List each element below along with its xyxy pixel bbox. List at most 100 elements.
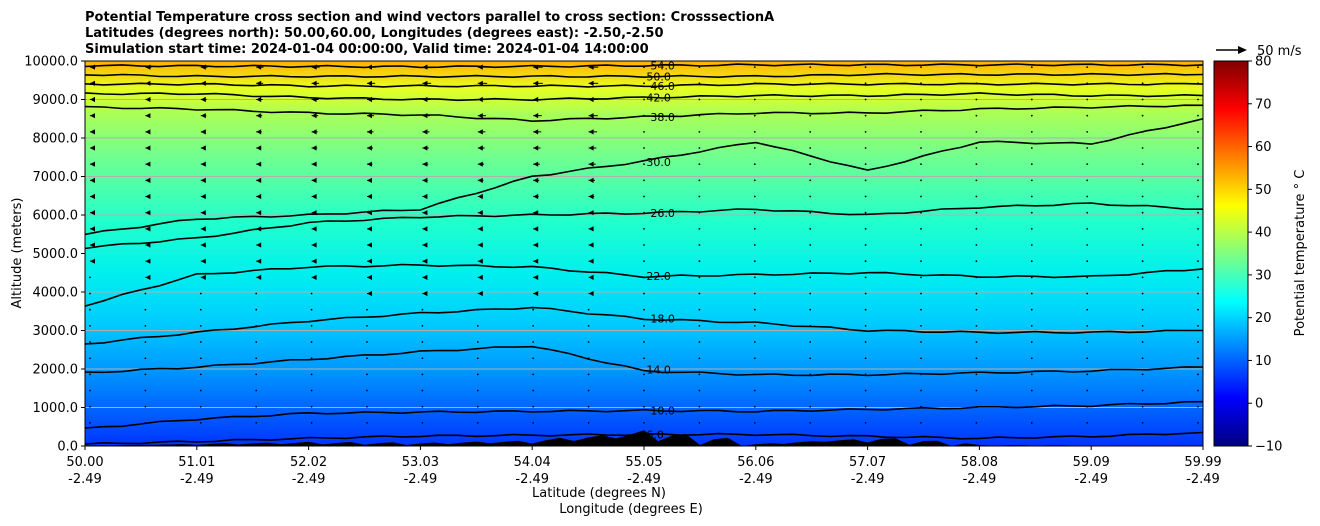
wind-vector <box>421 389 424 392</box>
contour-line <box>85 306 1203 345</box>
wind-vector-head <box>367 161 372 167</box>
wind-vector <box>89 405 91 408</box>
wind-vector-head <box>145 161 151 167</box>
wind-vector <box>476 324 479 327</box>
wind-vector <box>1197 147 1199 149</box>
wind-vector <box>975 98 978 101</box>
wind-vector <box>864 82 867 85</box>
wind-vector <box>753 244 756 246</box>
wind-vector-head <box>200 177 206 183</box>
wind-vector <box>864 276 867 279</box>
wind-vector-head <box>533 80 539 86</box>
wind-vector <box>809 130 812 133</box>
wind-vector <box>920 195 922 198</box>
wind-vector <box>975 227 978 230</box>
wind-vector-head <box>422 274 428 280</box>
wind-vector <box>1086 244 1089 246</box>
wind-vector-head <box>588 226 594 232</box>
wind-vector-head <box>422 161 428 167</box>
colorbar-tick-label: 30 <box>1255 268 1272 283</box>
wind-vector-head <box>256 145 262 151</box>
wind-vector <box>1141 114 1144 117</box>
wind-vector-head <box>588 290 594 297</box>
wind-vector <box>366 308 368 311</box>
wind-vector <box>1197 373 1199 376</box>
wind-vector <box>310 389 313 392</box>
colorbar-tick-label: 50 <box>1255 183 1272 198</box>
wind-vector <box>366 422 368 424</box>
wind-vector <box>421 341 424 343</box>
wind-vector <box>753 389 756 392</box>
wind-vector <box>864 227 867 230</box>
wind-vector <box>864 179 867 182</box>
wind-vector <box>698 227 701 230</box>
wind-vector <box>421 422 424 424</box>
wind-vector <box>643 82 645 85</box>
wind-vector <box>1030 373 1033 376</box>
y-tick-label: 9000.0 <box>33 93 79 108</box>
wind-vector <box>1141 98 1144 101</box>
wind-vector <box>920 260 922 263</box>
x-tick-label-lat: 51.01 <box>178 455 215 470</box>
wind-vector <box>864 66 867 69</box>
wind-vector <box>476 357 479 360</box>
wind-vector-head <box>477 113 483 119</box>
wind-vector-head <box>90 177 95 183</box>
wind-vector <box>421 324 424 327</box>
wind-vector-head <box>90 258 95 264</box>
wind-vector <box>864 405 867 408</box>
wind-vector <box>698 179 701 182</box>
wind-vector <box>1197 195 1199 198</box>
wind-vector-head <box>145 258 151 264</box>
wind-vector <box>1141 276 1144 279</box>
wind-vector <box>1030 195 1033 198</box>
wind-vector <box>1197 276 1199 279</box>
wind-vector <box>1197 114 1199 117</box>
wind-vector-head <box>145 145 151 151</box>
wind-vector <box>809 308 812 311</box>
wind-vector-head <box>477 290 483 297</box>
wind-vector <box>199 308 202 311</box>
wind-vector <box>864 244 867 246</box>
wind-vector <box>643 341 645 343</box>
wind-vector-head <box>145 113 151 119</box>
wind-vector <box>643 244 645 246</box>
wind-vector-head <box>200 145 206 151</box>
wind-vector <box>698 276 701 279</box>
wind-vector <box>753 324 756 327</box>
wind-vector <box>199 341 202 343</box>
contour-line <box>85 63 1203 69</box>
wind-vector <box>1030 163 1033 166</box>
wind-vector <box>753 130 756 133</box>
wind-vector <box>1030 66 1033 69</box>
wind-vector <box>1197 130 1199 133</box>
wind-vector <box>864 341 867 343</box>
wind-vector-head <box>311 145 317 151</box>
wind-vector-head <box>477 210 483 216</box>
wind-vector <box>1141 357 1144 360</box>
wind-vector <box>753 195 756 198</box>
wind-vector-head <box>367 129 372 135</box>
colorbar-gradient <box>1213 60 1249 447</box>
x-tick-label-lat: 58.08 <box>961 455 998 470</box>
contour-label: 30.0 <box>646 156 671 169</box>
wind-vector <box>255 389 258 392</box>
wind-vector <box>753 98 756 101</box>
wind-vector-head <box>422 242 428 248</box>
wind-vector <box>698 130 701 133</box>
wind-vector-head <box>311 161 317 167</box>
contour-line <box>85 263 1203 307</box>
wind-vector <box>753 276 756 279</box>
wind-vector-head <box>90 96 95 103</box>
wind-vector-head <box>588 274 594 280</box>
wind-vector <box>1141 66 1144 69</box>
wind-vector <box>975 357 978 360</box>
x-tick-label-lon: -2.49 <box>515 472 549 487</box>
wind-vector <box>310 357 313 360</box>
wind-vector-head <box>533 113 539 119</box>
wind-vector <box>587 341 590 343</box>
wind-vector-head <box>477 242 483 248</box>
wind-vector <box>1197 405 1199 408</box>
wind-vector <box>587 422 590 424</box>
